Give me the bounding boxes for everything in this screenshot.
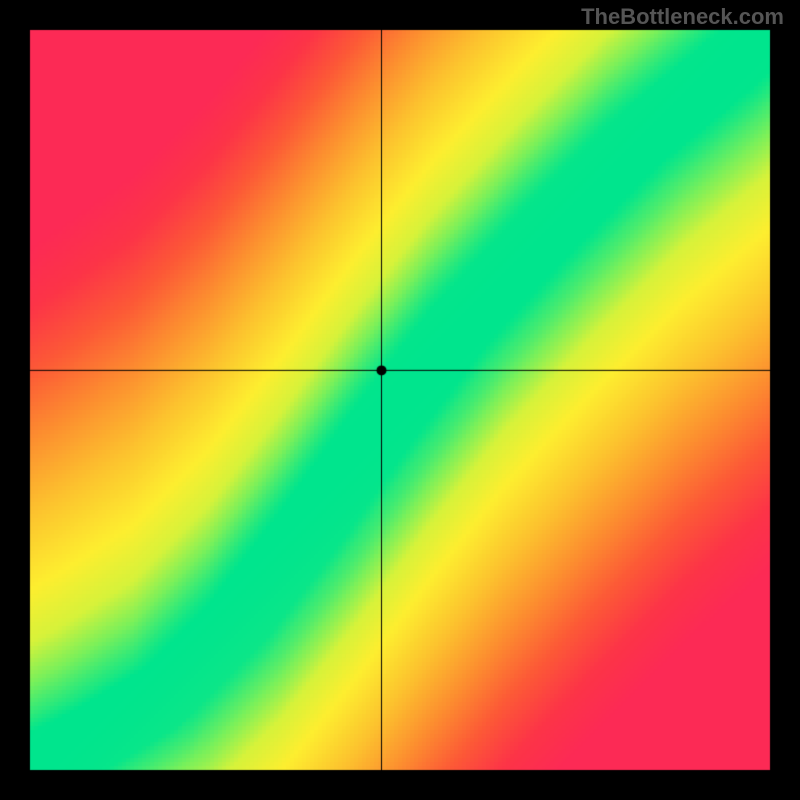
chart-container: TheBottleneck.com <box>0 0 800 800</box>
watermark-text: TheBottleneck.com <box>581 4 784 30</box>
bottleneck-heatmap <box>0 0 800 800</box>
